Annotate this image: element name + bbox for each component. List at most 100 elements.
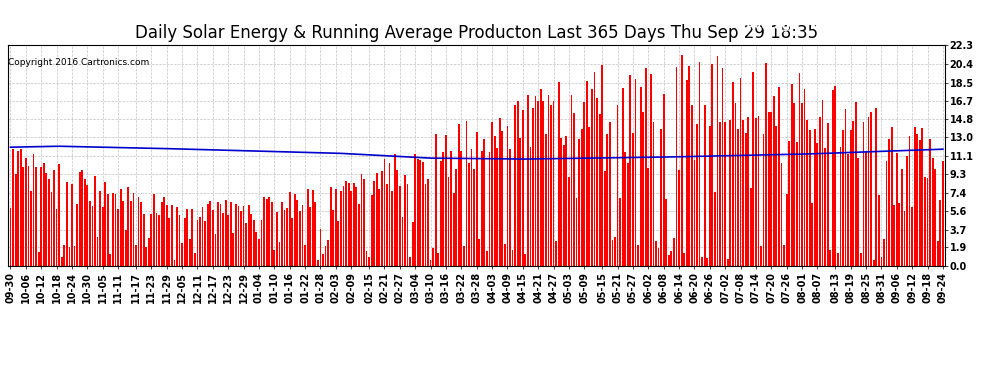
Bar: [128, 188, 130, 266]
Bar: [568, 177, 570, 266]
Bar: [104, 182, 106, 266]
Bar: [41, 167, 43, 266]
Bar: [455, 170, 457, 266]
Bar: [742, 120, 743, 266]
Bar: [36, 167, 37, 266]
Bar: [28, 166, 30, 266]
Bar: [686, 81, 688, 266]
Bar: [719, 122, 721, 266]
Bar: [873, 260, 874, 266]
Bar: [630, 75, 632, 266]
Bar: [450, 152, 452, 266]
Bar: [883, 239, 885, 266]
Bar: [791, 84, 793, 266]
Bar: [855, 102, 856, 266]
Bar: [714, 192, 716, 266]
Bar: [725, 122, 726, 266]
Bar: [160, 202, 162, 266]
Bar: [538, 101, 540, 266]
Bar: [148, 238, 149, 266]
Bar: [827, 123, 829, 266]
Bar: [832, 90, 834, 266]
Bar: [525, 254, 527, 266]
Bar: [899, 202, 900, 266]
Bar: [46, 173, 48, 266]
Bar: [260, 219, 262, 266]
Bar: [150, 214, 152, 266]
Bar: [860, 254, 862, 266]
Bar: [627, 164, 629, 266]
Bar: [932, 158, 934, 266]
Bar: [857, 158, 859, 266]
Bar: [625, 152, 626, 266]
Bar: [71, 184, 73, 266]
Bar: [573, 113, 575, 266]
Bar: [694, 160, 695, 266]
Bar: [901, 169, 903, 266]
Bar: [207, 204, 209, 266]
Bar: [849, 130, 851, 266]
Bar: [58, 164, 60, 266]
Text: Daily  (kWh): Daily (kWh): [885, 21, 961, 31]
Bar: [927, 178, 929, 266]
Bar: [402, 217, 403, 266]
Bar: [793, 104, 795, 266]
Bar: [612, 240, 614, 266]
Bar: [433, 249, 434, 266]
Bar: [17, 151, 19, 266]
Bar: [391, 191, 393, 266]
Bar: [465, 121, 467, 266]
Bar: [552, 101, 554, 266]
Bar: [735, 103, 737, 266]
Bar: [412, 222, 414, 266]
Bar: [204, 221, 206, 266]
Bar: [650, 74, 651, 266]
Bar: [107, 195, 109, 266]
Bar: [517, 101, 519, 266]
Bar: [460, 151, 462, 266]
Bar: [325, 246, 327, 266]
Bar: [404, 175, 406, 266]
Bar: [343, 186, 345, 266]
Bar: [786, 194, 787, 266]
Bar: [307, 189, 309, 266]
Bar: [691, 105, 693, 266]
Bar: [452, 192, 454, 266]
Bar: [880, 257, 882, 266]
Bar: [922, 128, 924, 266]
Bar: [363, 179, 365, 266]
Bar: [476, 132, 477, 266]
Bar: [447, 177, 449, 266]
Bar: [940, 200, 941, 266]
Bar: [747, 117, 749, 266]
Bar: [494, 135, 496, 266]
Bar: [463, 246, 464, 266]
Bar: [481, 151, 483, 266]
Bar: [744, 133, 746, 266]
Bar: [378, 189, 380, 266]
Bar: [340, 191, 342, 266]
Bar: [875, 108, 877, 266]
Bar: [473, 169, 475, 266]
Bar: [563, 145, 564, 266]
Bar: [844, 109, 846, 266]
Bar: [657, 248, 659, 266]
Bar: [596, 98, 598, 266]
Bar: [704, 105, 706, 266]
Bar: [417, 159, 419, 266]
Bar: [752, 72, 754, 266]
Bar: [632, 133, 634, 266]
Bar: [576, 198, 577, 266]
Bar: [202, 207, 204, 266]
Bar: [184, 218, 185, 266]
Bar: [930, 139, 931, 266]
Bar: [20, 148, 22, 266]
Bar: [768, 112, 769, 266]
Bar: [360, 174, 362, 266]
Title: Daily Solar Energy & Running Average Producton Last 365 Days Thu Sep 29 18:35: Daily Solar Energy & Running Average Pro…: [135, 24, 819, 42]
Bar: [919, 140, 921, 266]
Bar: [814, 129, 816, 266]
Bar: [673, 238, 675, 266]
Bar: [586, 81, 588, 266]
Bar: [228, 215, 229, 266]
